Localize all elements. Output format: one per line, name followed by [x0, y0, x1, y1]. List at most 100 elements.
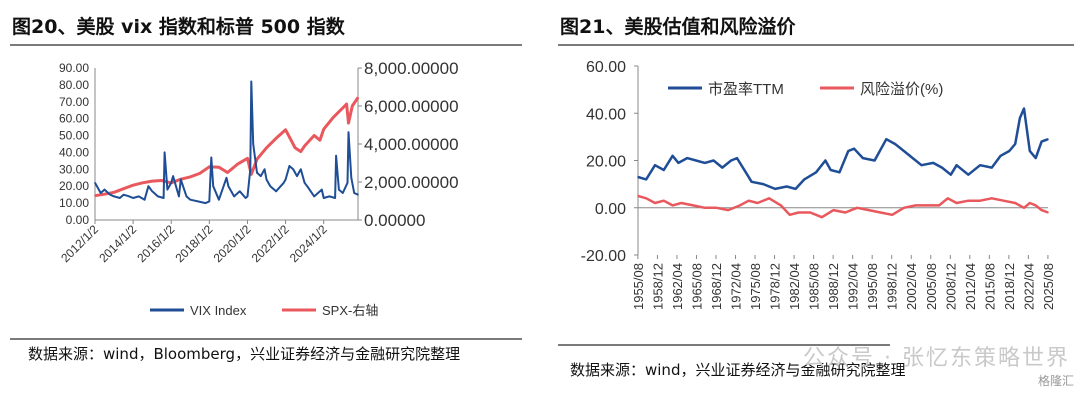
- data-point-vix: [204, 202, 207, 204]
- chart-title: 图21、美股估值和风险溢价: [560, 16, 796, 38]
- data-point-vix: [233, 195, 235, 198]
- data-point-erp: [990, 197, 993, 200]
- y-tick-label: 20.00: [586, 154, 626, 171]
- x-tick-label: 1978/12: [768, 263, 783, 310]
- data-point-spx: [246, 157, 249, 160]
- x-tick-label: 2018/12: [1002, 263, 1017, 310]
- data-point-erp: [747, 199, 750, 202]
- data-point-spx: [237, 163, 239, 165]
- y-tick-label: 60.00: [586, 59, 626, 76]
- data-point-erp: [879, 211, 882, 214]
- data-point-erp: [654, 202, 656, 204]
- data-point-spx: [341, 107, 344, 109]
- data-point-vix: [284, 178, 287, 181]
- data-point-pe: [1040, 140, 1043, 143]
- y-tick-label-left: 90.00: [59, 61, 89, 75]
- data-point-spx: [189, 176, 192, 178]
- data-point-vix: [118, 197, 121, 199]
- data-point-spx: [345, 103, 348, 105]
- data-point-pe: [955, 164, 958, 167]
- data-point-erp: [821, 216, 823, 218]
- data-point-vix: [227, 185, 230, 188]
- data-point-pe: [803, 178, 806, 181]
- data-point-spx: [218, 166, 220, 168]
- data-point-erp: [926, 204, 929, 207]
- x-tick-label: 1965/08: [689, 263, 704, 310]
- data-point-vix: [353, 192, 355, 194]
- y-tick-label-left: 80.00: [59, 78, 89, 92]
- data-point-spx: [294, 147, 296, 149]
- series-line-pe: [637, 107, 1049, 191]
- data-point-erp: [680, 202, 683, 204]
- data-point-vix: [212, 185, 214, 188]
- data-point-erp: [832, 209, 835, 211]
- data-point-vix: [162, 197, 165, 199]
- x-tick-label: 1975/08: [748, 263, 763, 310]
- data-point-vix: [109, 193, 112, 196]
- data-point-pe: [677, 162, 680, 164]
- x-tick-label: 1955/08: [631, 263, 646, 310]
- legend-label: 市盈率TTM: [708, 81, 784, 98]
- data-point-pe: [932, 162, 934, 164]
- watermark: 公众号 · 张忆东策略世界: [803, 346, 1070, 371]
- data-point-erp: [955, 202, 958, 204]
- data-point-erp: [1029, 202, 1031, 204]
- data-point-pe: [911, 157, 914, 159]
- x-tick-label: 2002/04: [904, 263, 919, 310]
- x-tick-label: 1998/12: [885, 263, 900, 310]
- data-point-pe: [721, 166, 724, 169]
- x-tick-label: 2022/1/2: [249, 222, 292, 265]
- data-point-vix: [303, 182, 306, 184]
- x-tick-label: 1972/04: [729, 263, 744, 310]
- data-point-vix: [357, 193, 359, 196]
- data-point-vix: [166, 188, 169, 191]
- data-point-pe: [979, 164, 981, 167]
- data-point-vix: [218, 198, 220, 201]
- data-point-vix: [170, 182, 173, 184]
- data-point-erp: [637, 195, 639, 197]
- data-point-spx: [322, 128, 325, 130]
- data-point-erp: [756, 202, 759, 204]
- y-tick-label-right: 4,000.00000: [364, 135, 459, 154]
- y-tick-label-left: 40.00: [59, 145, 89, 159]
- data-point-vix: [189, 198, 192, 201]
- data-point-spx: [141, 181, 144, 184]
- y-tick-label-left: 20.00: [59, 179, 89, 193]
- data-point-pe: [847, 150, 850, 152]
- data-point-erp: [903, 206, 905, 209]
- data-point-spx: [151, 180, 153, 182]
- data-point-vix: [296, 175, 298, 177]
- data-point-vix: [338, 188, 340, 191]
- data-point-erp: [692, 204, 694, 207]
- data-point-pe: [990, 166, 993, 169]
- data-point-pe: [645, 178, 647, 181]
- data-point-pe: [941, 166, 943, 169]
- title-rule: [558, 44, 1074, 46]
- data-point-vix: [151, 190, 153, 193]
- data-point-vix: [313, 195, 315, 198]
- data-point-erp: [809, 211, 811, 214]
- data-point-spx: [284, 128, 287, 131]
- data-point-pe: [873, 159, 876, 162]
- data-point-pe: [903, 150, 905, 152]
- data-point-vix: [265, 178, 268, 181]
- data-point-erp: [1047, 211, 1049, 214]
- data-point-erp: [715, 206, 718, 209]
- data-point-pe: [695, 159, 697, 162]
- x-tick-label: 2025/08: [1041, 263, 1056, 310]
- data-point-vix: [322, 197, 325, 199]
- data-point-erp: [867, 209, 870, 211]
- data-point-vix: [347, 131, 350, 133]
- x-tick-label: 1985/08: [807, 263, 822, 310]
- data-point-vix: [249, 168, 252, 171]
- data-point-erp: [1014, 202, 1016, 204]
- y-tick-label-left: 50.00: [59, 129, 89, 143]
- data-point-pe: [785, 185, 788, 188]
- data-point-erp: [1034, 204, 1037, 207]
- data-point-spx: [132, 184, 134, 187]
- x-tick-label: 2015/08: [982, 263, 997, 310]
- data-point-vix: [252, 143, 254, 145]
- data-point-pe: [750, 180, 753, 183]
- data-point-spx: [300, 150, 302, 153]
- y-tick-label-right: 8,000.00000: [364, 59, 459, 78]
